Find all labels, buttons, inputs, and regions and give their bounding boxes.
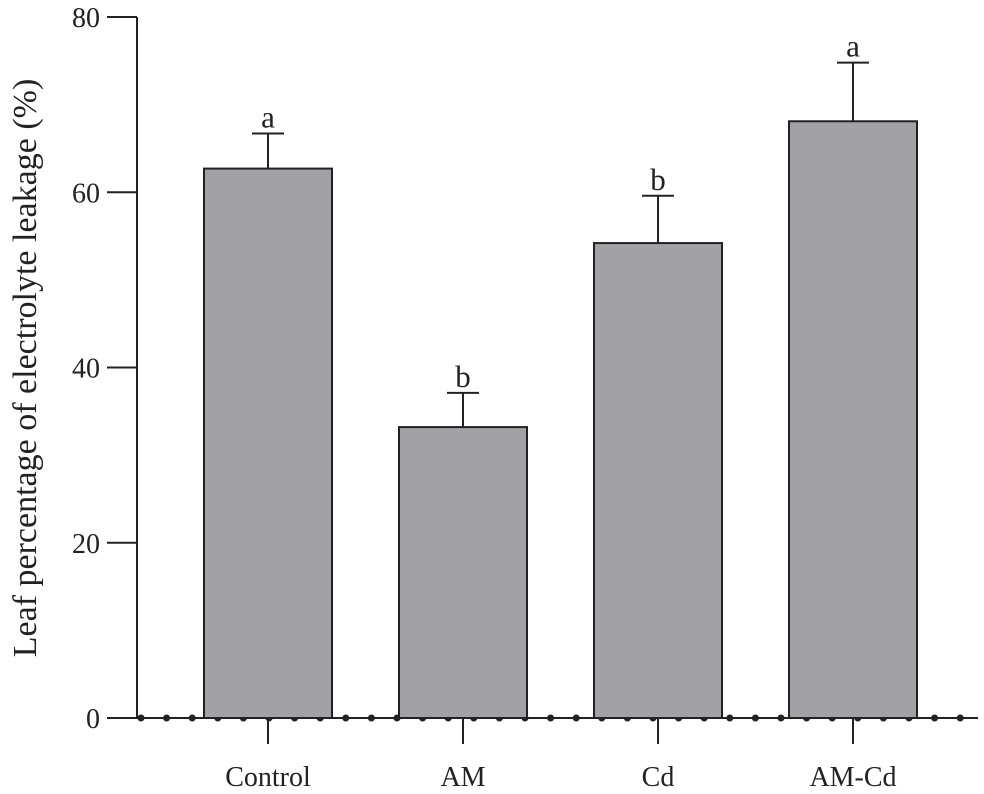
baseline-dot xyxy=(163,714,171,722)
baseline-dot xyxy=(956,714,964,722)
bars xyxy=(203,61,918,720)
baseline-dot xyxy=(726,714,734,722)
significance-label-control: a xyxy=(261,100,275,135)
baseline-dot xyxy=(931,714,939,722)
y-axis-title: Leaf percentage of electrolyte leakage (… xyxy=(7,79,44,658)
baseline-dot xyxy=(367,714,375,722)
significance-label-am: b xyxy=(455,359,471,394)
y-tick-label-40: 40 xyxy=(72,354,100,385)
baseline-dot xyxy=(751,714,759,722)
baseline-dot xyxy=(188,714,196,722)
baseline-dot xyxy=(547,714,555,722)
bar-am-cd xyxy=(788,120,918,720)
x-tick-label-control: Control xyxy=(225,762,311,793)
baseline-dot xyxy=(137,714,145,722)
y-tick-label-60: 60 xyxy=(72,178,100,209)
baseline-dot xyxy=(572,714,580,722)
y-tick-label-0: 0 xyxy=(86,704,100,735)
baseline-dot xyxy=(342,714,350,722)
baseline-dot xyxy=(777,714,785,722)
x-tick-label-cd: Cd xyxy=(642,762,675,793)
significance-label-am-cd: a xyxy=(846,29,860,64)
bar-am xyxy=(398,426,528,719)
y-tick-label-20: 20 xyxy=(72,529,100,560)
y-tick-label-80: 80 xyxy=(72,3,100,34)
significance-label-cd: b xyxy=(650,162,666,197)
bar-control xyxy=(203,167,333,719)
x-tick-label-am-cd: AM-Cd xyxy=(809,762,896,793)
bar-cd xyxy=(593,242,723,719)
x-tick-label-am: AM xyxy=(440,762,485,793)
labels: 0 20 40 60 80 a Control b AM b Cd a AM-Cd xyxy=(72,3,897,793)
